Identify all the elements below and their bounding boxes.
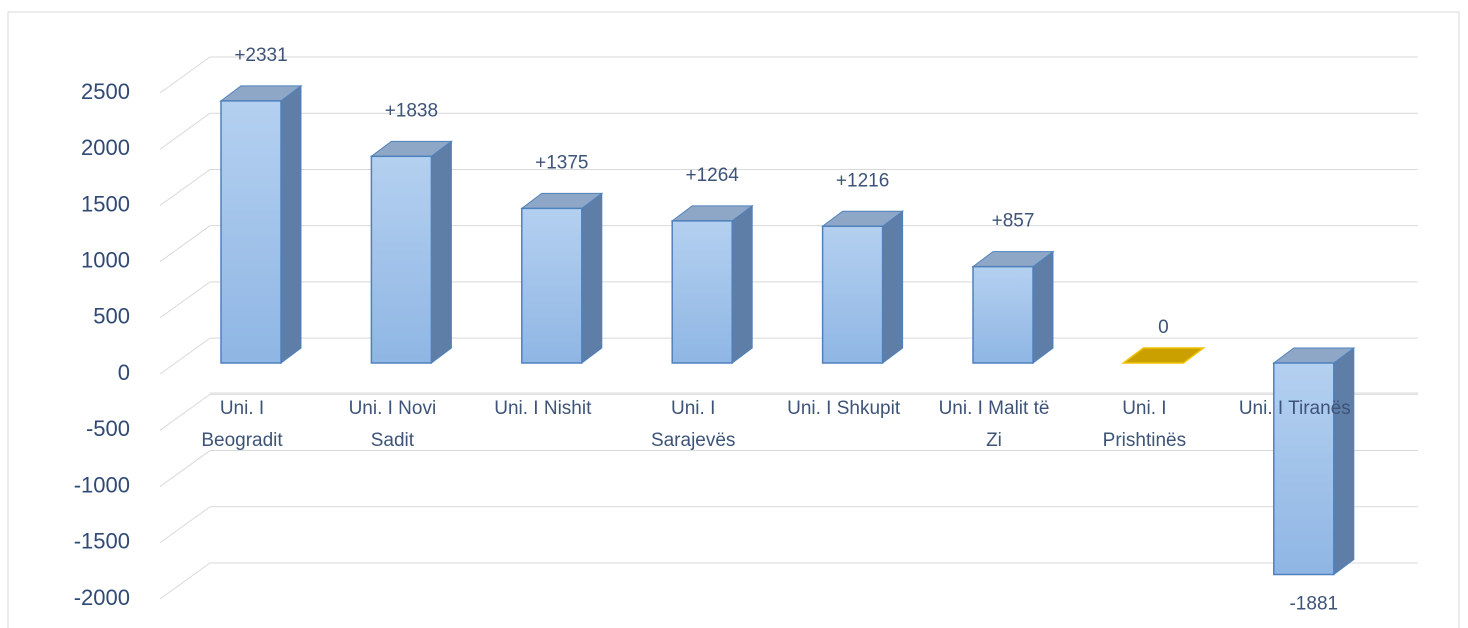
y-tick-label: -2000 — [74, 585, 130, 610]
x-tick-label: Uni. I Shkupit — [787, 398, 901, 419]
grid-line — [159, 450, 1418, 487]
y-tick-label: -500 — [86, 416, 130, 441]
grid-line — [159, 225, 1418, 263]
grid-line — [159, 281, 1418, 319]
data-label: +1838 — [385, 100, 438, 121]
bar — [670, 204, 754, 364]
grid-line — [159, 337, 1418, 375]
x-tick-label: Uni. I Sarajevës — [650, 398, 736, 451]
bar — [1272, 347, 1356, 576]
data-label: +1264 — [686, 165, 740, 186]
x-tick-label: Uni. I Prishtinës — [1102, 398, 1187, 451]
y-tick-label: 500 — [93, 304, 130, 329]
data-label: +2331 — [234, 45, 287, 66]
y-tick-label: 2000 — [81, 135, 130, 160]
y-tick-label: 1500 — [81, 191, 130, 216]
x-tick-label: Uni. I Malit të Zi — [938, 398, 1050, 451]
frame — [7, 11, 1460, 628]
data-label: +1375 — [535, 152, 588, 173]
bar — [1121, 347, 1206, 364]
grid-line — [159, 168, 1418, 206]
data-label: +1216 — [836, 170, 889, 191]
bar — [821, 210, 905, 364]
y-tick-label: 0 — [118, 360, 130, 385]
grid-line — [159, 562, 1418, 600]
y-tick-label: -1000 — [74, 472, 130, 497]
x-tick-label: Uni. I Novi Sadit — [348, 398, 437, 451]
x-tick-label: Uni. I Tiranës — [1238, 398, 1351, 419]
data-label: -1881 — [1289, 594, 1338, 615]
bar — [369, 140, 453, 364]
y-tick-label: -1500 — [74, 529, 130, 554]
data-label: +857 — [992, 211, 1035, 232]
x-tick-label: Uni. I Beogradit — [201, 398, 283, 451]
data-label: 0 — [1158, 317, 1169, 338]
bar — [219, 84, 303, 364]
grid-line — [159, 506, 1418, 544]
y-tick-label: 1000 — [81, 247, 130, 272]
grid-line — [159, 112, 1418, 150]
grid-line — [159, 56, 1418, 94]
grid-line — [159, 393, 1418, 431]
x-tick-label: Uni. I Nishit — [494, 398, 592, 419]
y-tick-label: 2500 — [81, 79, 130, 104]
bar — [971, 250, 1055, 364]
bar — [520, 192, 604, 364]
